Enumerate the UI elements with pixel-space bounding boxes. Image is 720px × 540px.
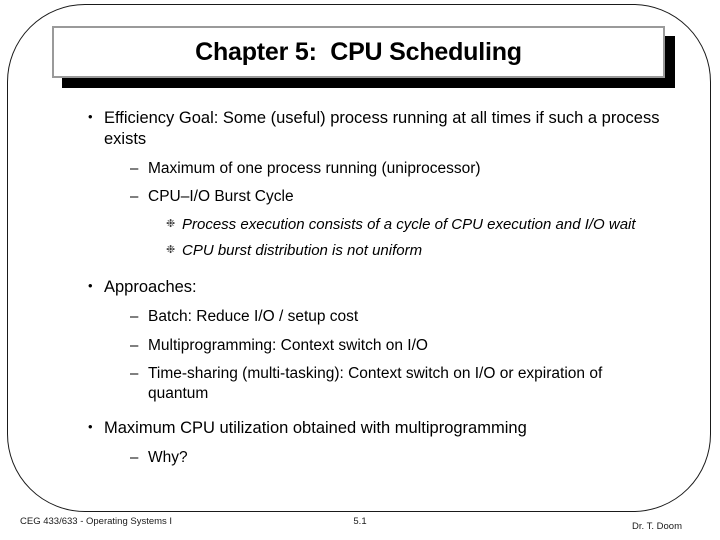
bullet-text: Multiprogramming: Context switch on I/O [148,336,428,354]
spacer [0,300,720,307]
bullet-dot-icon: • [88,109,93,124]
spacer [0,357,720,364]
bullet-dot-icon: • [88,278,93,294]
bullet-dash-icon: – [130,188,139,206]
bullet-dash-icon: – [130,336,139,354]
bullet-level3: ❉ CPU burst distribution is not uniform [0,242,720,261]
footer-page-number: 5.1 [353,516,367,527]
bullet-text: CPU burst distribution is not uniform [182,242,423,260]
bullet-level2: – Time-sharing (multi-tasking): Context … [0,364,720,403]
bullet-snowflake-icon: ❉ [166,217,176,230]
footer-course-label: CEG 433/633 - Operating Systems I [20,516,173,527]
slide-title-block: Chapter 5: CPU Scheduling [52,26,675,88]
bullet-text: Approaches: [104,278,197,297]
bullet-level2: – Why? [0,448,720,468]
bullet-text: Why? [148,449,188,466]
slide-body: • Efficiency Goal: Some (useful) process… [0,108,720,470]
bullet-level2: – CPU–I/O Burst Cycle [0,187,720,207]
bullet-dash-icon: – [130,365,139,383]
spacer [0,235,720,242]
bullet-text: CPU–I/O Burst Cycle [148,188,294,206]
bullet-level2: – Batch: Reduce I/O / setup cost [0,307,720,327]
bullet-dash-icon: – [130,159,139,177]
bullet-level2: – Maximum of one process running (unipro… [0,159,720,179]
spacer [0,405,720,418]
bullet-snowflake-icon: ❉ [166,244,176,257]
footer-author-label: Dr. T. Doom [632,521,682,532]
spacer [0,329,720,336]
bullet-text: Time-sharing (multi-tasking): Context sw… [148,365,603,402]
bullet-level1: • Efficiency Goal: Some (useful) process… [0,108,720,150]
bullet-level1: • Approaches: [0,277,720,298]
bullet-dash-icon: – [130,449,139,466]
bullet-level2: – Multiprogramming: Context switch on I/… [0,336,720,356]
spacer [0,262,720,277]
bullet-level1: • Maximum CPU utilization obtained with … [0,418,720,439]
spacer [0,180,720,187]
slide-footer: CEG 433/633 - Operating Systems I 5.1 Dr… [0,514,720,532]
page-title: Chapter 5: CPU Scheduling [195,37,522,66]
bullet-level3: ❉ Process execution consists of a cycle … [0,216,720,235]
bullet-text: Maximum CPU utilization obtained with mu… [104,419,527,438]
bullet-text: Efficiency Goal: Some (useful) process r… [104,109,660,148]
bullet-text: Process execution consists of a cycle of… [182,215,636,233]
bullet-text: Maximum of one process running (uniproce… [148,159,481,177]
bullet-dot-icon: • [88,419,93,435]
spacer [0,152,720,159]
spacer [0,441,720,448]
spacer [0,209,720,216]
title-box: Chapter 5: CPU Scheduling [52,26,665,78]
bullet-text: Batch: Reduce I/O / setup cost [148,308,359,326]
bullet-dash-icon: – [130,308,139,326]
